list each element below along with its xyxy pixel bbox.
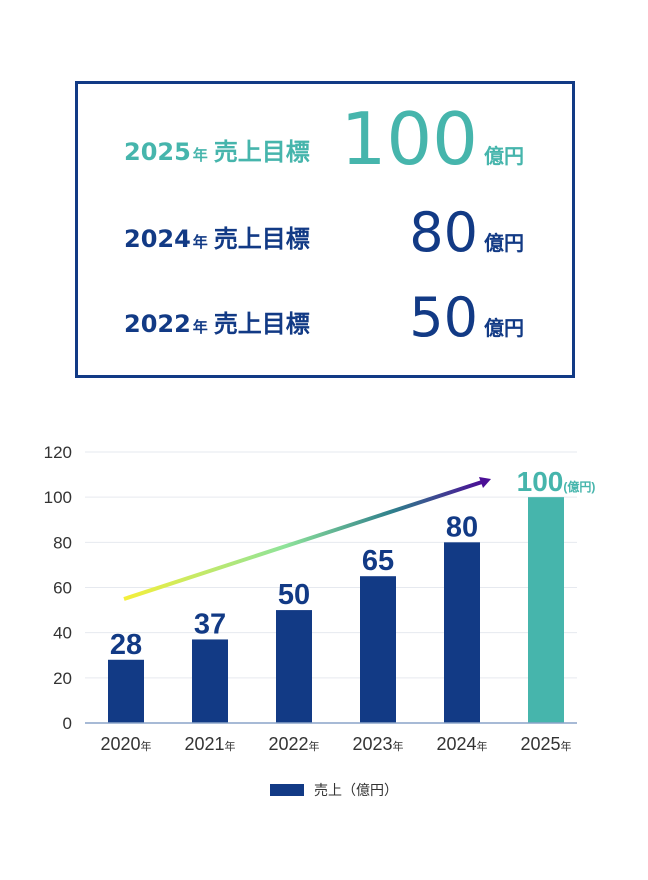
y-tick-label: 0: [63, 714, 72, 733]
y-tick-label: 80: [53, 533, 72, 552]
x-tick-label: 2025年: [520, 734, 571, 754]
target-row: 2022 年売上目標 50 億円: [124, 285, 524, 345]
target-label: 2025 年売上目標: [124, 138, 310, 166]
target-unit: 億円: [484, 316, 524, 340]
trend-arrow: [123, 480, 483, 601]
legend-swatch: [270, 784, 304, 796]
bar-2020: [108, 659, 144, 723]
x-tick-label: 2023年: [352, 734, 403, 754]
bar-2024: [444, 542, 480, 723]
target-unit: 億円: [484, 144, 524, 168]
y-tick-label: 100: [44, 488, 72, 507]
x-tick-label: 2024年: [436, 734, 487, 754]
data-label: 50: [278, 579, 310, 611]
x-tick-label: 2020年: [100, 734, 151, 754]
data-label: 100(億円): [517, 466, 596, 497]
target-label: 2024 年売上目標: [124, 225, 310, 253]
y-tick-label: 120: [44, 443, 72, 462]
x-tick-label: 2021年: [184, 734, 235, 754]
bar-2022: [276, 610, 312, 723]
y-tick-label: 60: [53, 579, 72, 598]
data-label: 37: [194, 608, 226, 640]
data-label: 28: [110, 629, 142, 661]
sales-targets-box: [75, 81, 575, 378]
bar-2023: [360, 576, 396, 723]
x-tick-label: 2022年: [268, 734, 319, 754]
data-label: 80: [446, 511, 478, 543]
target-row: 2024 年売上目標 80 億円: [124, 200, 524, 260]
data-label: 65: [362, 545, 394, 577]
target-value: 80: [409, 201, 478, 264]
bar-2021: [192, 639, 228, 723]
y-tick-label: 40: [53, 624, 72, 643]
target-value: 100: [340, 97, 478, 181]
target-label: 2022 年売上目標: [124, 310, 310, 338]
legend-label: 売上（億円）: [314, 783, 398, 799]
chart-legend: 売上（億円）: [270, 780, 398, 800]
target-value: 50: [409, 286, 478, 349]
bar-2025: [528, 497, 564, 723]
y-tick-label: 20: [53, 669, 72, 688]
target-unit: 億円: [484, 231, 524, 255]
trend-arrowhead-icon: [479, 477, 491, 488]
target-row: 2025 年売上目標 100 億円: [124, 103, 524, 175]
